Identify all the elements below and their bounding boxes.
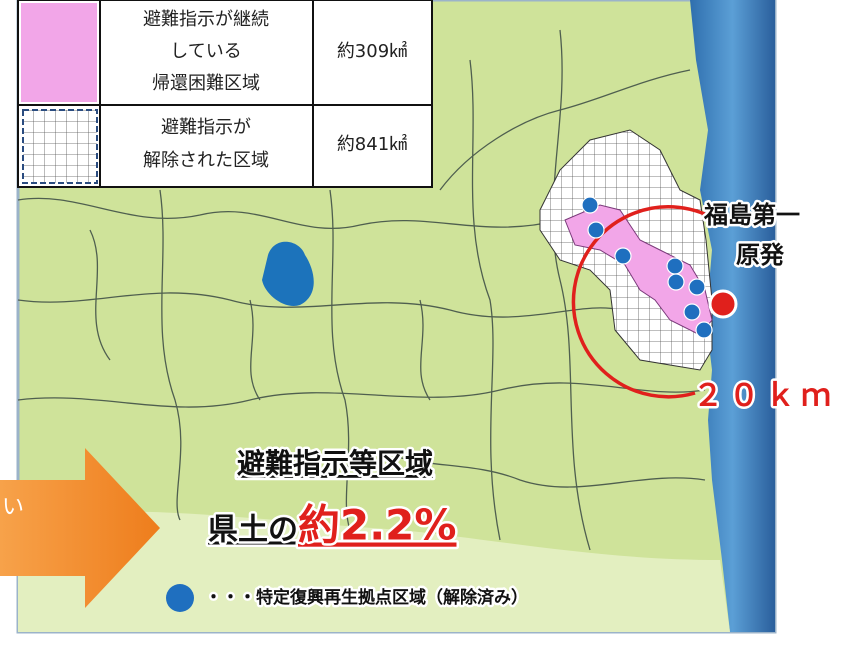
municipal-boundaries (17, 29, 706, 551)
reconstruction-markers (581, 196, 713, 339)
radius-label: ２０ｋｍ (693, 379, 837, 414)
legend (17, 0, 433, 188)
legend-area: 約309㎢ (337, 40, 407, 62)
power-plant (708, 289, 738, 319)
legend-label: 解除された区域 (143, 150, 269, 171)
legend-area: 約841㎢ (337, 133, 407, 155)
sea (690, 0, 775, 632)
radius-circle (571, 205, 721, 399)
lake (262, 241, 314, 306)
neighbor-prefecture (18, 511, 730, 632)
summary-heading: 避難指示等区域 (237, 447, 433, 480)
marker-sample (166, 584, 194, 612)
plant-label: 福島第一 (703, 201, 800, 229)
plant-label: 原発 (736, 241, 785, 269)
arrow (0, 448, 160, 608)
summary-prefix: 県土の (208, 513, 298, 548)
legend-label: 避難指示が (161, 117, 251, 138)
arrow-text: い (2, 495, 24, 520)
legend-label: している (170, 41, 241, 62)
summary-share: 約2.2% (298, 501, 457, 550)
marker-note: ・・・特定復興再生拠点区域（解除済み） (205, 587, 528, 608)
legend-label: 避難指示が継続 (143, 9, 269, 30)
legend-label: 帰還困難区域 (152, 73, 260, 94)
